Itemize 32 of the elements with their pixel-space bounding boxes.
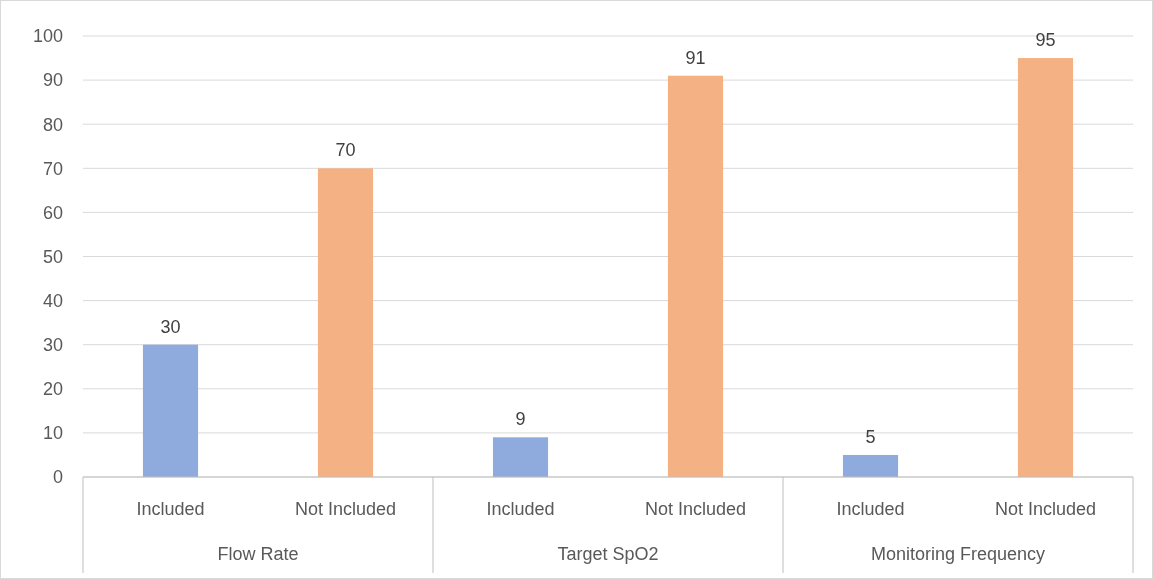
- bar: [667, 75, 724, 477]
- text: Monitoring Frequency: [870, 544, 1046, 564]
- data-label: 95: [1035, 30, 1056, 51]
- y-tick-label: 90: [42, 70, 63, 91]
- x-tick-label: Not Included: [994, 499, 1097, 519]
- data-label: 30: [160, 316, 181, 337]
- y-tick-label: 60: [42, 202, 63, 223]
- x-tick-label: Included: [836, 499, 905, 519]
- x-tick-label: Not Included: [294, 499, 397, 519]
- text: Flow Rate: [217, 544, 299, 564]
- text: Target SpO2: [557, 544, 659, 564]
- y-tick-label: 80: [42, 114, 63, 135]
- data-label: 91: [685, 47, 706, 68]
- x-tick-label: Included: [486, 499, 555, 519]
- bar: [492, 437, 549, 477]
- bar: [1017, 58, 1074, 477]
- y-tick-label: 70: [42, 158, 63, 179]
- y-tick-label: 100: [32, 26, 63, 47]
- bar: [842, 454, 899, 477]
- data-label: 70: [335, 140, 356, 161]
- data-label: 5: [865, 426, 876, 447]
- bar: [142, 344, 199, 477]
- y-tick-label: 40: [42, 290, 63, 311]
- y-tick-label: 0: [52, 467, 63, 488]
- x-tick-label: Not Included: [644, 499, 747, 519]
- data-label: 9: [515, 409, 526, 430]
- y-tick-label: 10: [42, 423, 63, 444]
- y-tick-label: 30: [42, 335, 63, 355]
- y-tick-label: 20: [42, 379, 63, 400]
- y-tick-label: 50: [42, 246, 63, 267]
- bar: [317, 168, 374, 477]
- x-tick-label: Included: [136, 499, 205, 519]
